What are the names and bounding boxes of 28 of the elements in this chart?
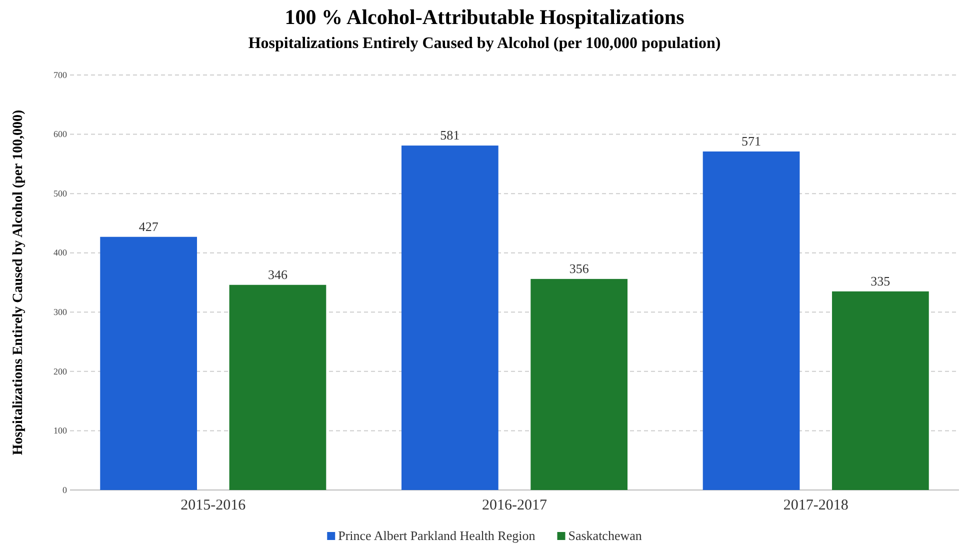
legend-label: Prince Albert Parkland Health Region: [338, 528, 536, 543]
y-axis-title: Hospitalizations Entirely Caused by Alcohol (per 100,000): [11, 110, 26, 456]
y-tick-label: 400: [54, 248, 68, 258]
bar: [832, 291, 929, 490]
data-label: 427: [138, 218, 159, 234]
y-tick-label: 500: [54, 188, 68, 198]
x-tick-label: 2015-2016: [180, 498, 246, 514]
bar: [702, 151, 800, 490]
legend-label: Saskatchewan: [568, 528, 642, 543]
y-tick-label: 0: [62, 484, 68, 495]
y-tick-label: 600: [54, 129, 68, 140]
chart-title: 100 % Alcohol-Attributable Hospitalizations: [284, 5, 684, 29]
x-tick-label: 2017-2018: [783, 498, 848, 514]
data-label: 346: [268, 266, 288, 282]
y-tick-label: 200: [54, 366, 68, 376]
data-label: 571: [742, 133, 762, 148]
bar: [229, 284, 326, 490]
chart-subtitle: Hospitalizations Entirely Caused by Alcohol (per 100,000 population): [248, 35, 721, 52]
bar: [100, 236, 197, 490]
y-tick-label: 700: [54, 70, 68, 80]
x-tick-label: 2016-2017: [482, 498, 548, 514]
bar: [401, 146, 498, 490]
data-label: 581: [440, 128, 460, 143]
y-tick-label: 100: [54, 426, 68, 436]
data-label: 356: [569, 260, 590, 276]
data-label: 335: [870, 273, 890, 288]
bar: [530, 278, 628, 490]
y-tick-label: 300: [54, 307, 68, 318]
